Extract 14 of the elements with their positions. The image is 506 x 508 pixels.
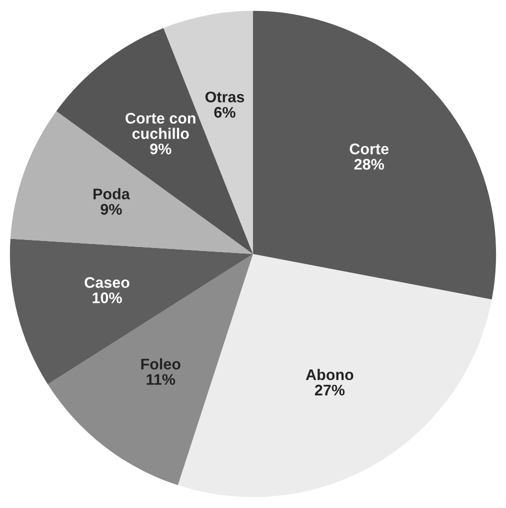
slice-label: Abono: [306, 368, 354, 380]
data-label: 9%: [100, 204, 122, 215]
data-label: 6%: [214, 106, 236, 118]
slice-label: Corte: [350, 144, 389, 154]
slice-label: Otras: [205, 92, 244, 102]
data-label: 28%: [354, 158, 384, 170]
slice-label: Foleo: [141, 358, 180, 370]
slice-label: Caseo: [84, 277, 130, 288]
slice-label: Corte con cuchillo: [126, 112, 196, 140]
data-label: 11%: [146, 374, 176, 385]
data-label: 27%: [314, 384, 345, 396]
slice-label: Poda: [94, 188, 130, 200]
data-label: 9%: [150, 144, 172, 154]
data-label: 10%: [92, 292, 122, 304]
